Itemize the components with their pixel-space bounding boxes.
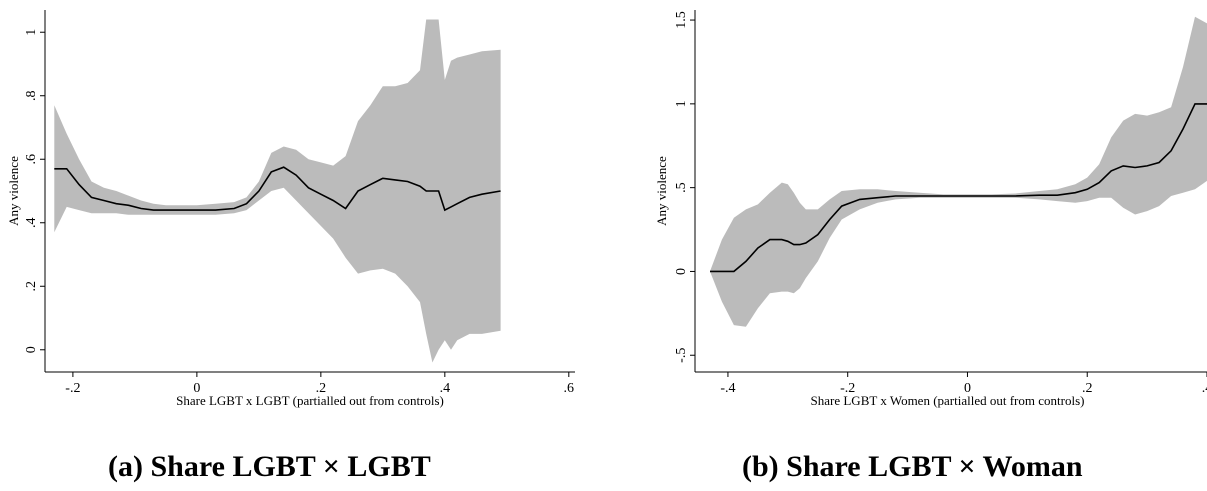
x-tick-label: .4 [440,381,451,396]
chart-panel-a: -.2 0 .2 .4 .6 0 .2 .4 .6 .8 1 Share LGBT x LGBT (p… [6,10,575,408]
x-tick-label: -.2 [65,381,80,396]
y-axis-label: Any violence [6,156,21,226]
x-tick-label: -.4 [720,381,735,396]
x-tick-label: .2 [1082,381,1093,396]
y-tick-label: .6 [24,154,39,165]
y-tick-label: .4 [24,218,39,229]
y-tick-label: 1 [674,100,689,107]
estimate-line [54,166,501,212]
caption-panel-a: (a) Share LGBT × LGBT [108,450,431,483]
x-tick-label: -.2 [840,381,855,396]
caption-panel-b: (b) Share LGBT × Woman [742,450,1083,483]
x-tick-label: .2 [316,381,327,396]
x-tick-label: 0 [964,381,971,396]
x-tick-label: .4 [1202,381,1207,396]
estimate-line [710,103,1207,273]
y-tick-label: .8 [24,90,39,101]
confidence-band [54,19,501,363]
x-axis-label: Share LGBT x Women (partialled out from … [811,393,1085,408]
x-tick-label: .6 [564,381,575,396]
chart-panel-b: -.4 -.2 0 .2 .4 -.5 0 .5 1 1.5 Share LGBT x Women … [654,10,1207,408]
y-tick-label: 1 [24,29,39,36]
confidence-band [710,16,1207,327]
y-tick-label: .2 [24,281,39,292]
charts-canvas: -.2 0 .2 .4 .6 0 .2 .4 .6 .8 1 Share LGBT x LGBT (p… [6,10,1207,408]
y-tick-label: 0 [24,346,39,353]
x-axis-label: Share LGBT x LGBT (partialled out from c… [176,393,444,408]
y-tick-label: 1.5 [674,11,689,29]
y-tick-label: .5 [674,182,689,193]
x-tick-label: 0 [193,381,200,396]
y-tick-label: 0 [674,268,689,275]
y-tick-label: -.5 [674,348,689,363]
y-axis-label: Any violence [654,156,669,226]
